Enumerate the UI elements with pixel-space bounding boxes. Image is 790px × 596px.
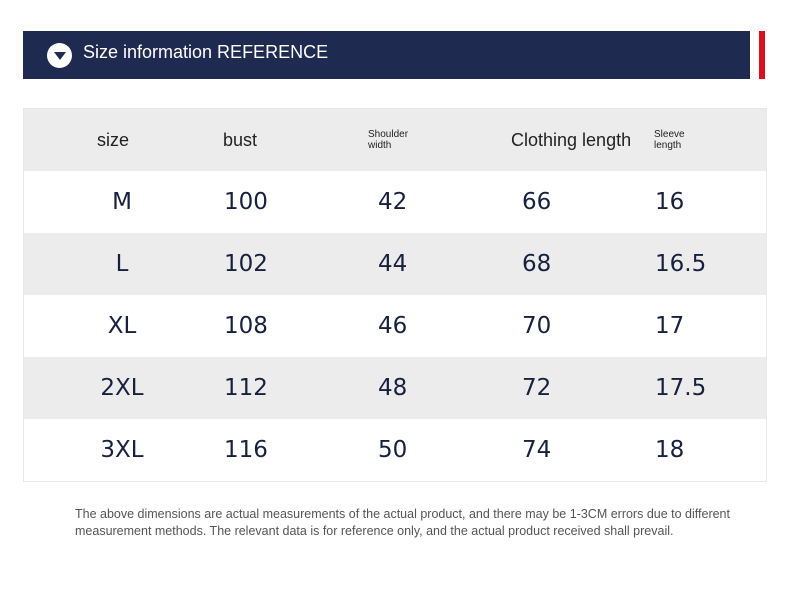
cell-clothing-length: 66 xyxy=(522,189,552,215)
cell-size: M xyxy=(112,189,132,215)
cell-bust: 116 xyxy=(224,437,268,463)
cell-clothing-length: 72 xyxy=(522,375,552,401)
table-header-row: size bust Shoulder width Clothing length… xyxy=(24,109,766,171)
table-row: M 100 42 66 16 xyxy=(24,171,766,233)
header-bar: Size information REFERENCE xyxy=(23,31,750,79)
cell-clothing-length: 74 xyxy=(522,437,552,463)
column-header-shoulder-width: Shoulder width xyxy=(368,129,409,151)
table-row: L 102 44 68 16.5 xyxy=(24,233,766,295)
cell-clothing-length: 68 xyxy=(522,251,552,277)
column-header-size: size xyxy=(97,129,130,150)
cell-shoulder-width: 48 xyxy=(378,375,408,401)
cell-size: XL xyxy=(107,313,137,339)
size-table: size bust Shoulder width Clothing length… xyxy=(23,108,767,482)
column-header-bust: bust xyxy=(223,129,258,150)
column-header-sleeve-length: Sleeve length xyxy=(654,129,685,151)
cell-bust: 102 xyxy=(224,251,268,277)
cell-sleeve-length: 16 xyxy=(655,189,685,215)
cell-size: 3XL xyxy=(100,437,144,463)
cell-bust: 108 xyxy=(224,313,268,339)
accent-bar xyxy=(759,31,765,79)
cell-size: L xyxy=(115,251,129,277)
cell-shoulder-width: 46 xyxy=(378,313,408,339)
cell-sleeve-length: 16.5 xyxy=(655,251,707,277)
table-row: 3XL 116 50 74 18 xyxy=(24,419,766,481)
table-row: XL 108 46 70 17 xyxy=(24,295,766,357)
cell-shoulder-width: 44 xyxy=(378,251,408,277)
footnote: The above dimensions are actual measurem… xyxy=(75,507,730,538)
cell-sleeve-length: 18 xyxy=(655,437,685,463)
table-row: 2XL 112 48 72 17.5 xyxy=(24,357,766,419)
cell-shoulder-width: 42 xyxy=(378,189,408,215)
chevron-down-circle-icon xyxy=(47,43,72,68)
cell-sleeve-length: 17.5 xyxy=(655,375,707,401)
cell-sleeve-length: 17 xyxy=(655,313,685,339)
cell-shoulder-width: 50 xyxy=(378,437,408,463)
cell-bust: 100 xyxy=(224,189,268,215)
cell-bust: 112 xyxy=(224,375,268,401)
cell-size: 2XL xyxy=(100,375,144,401)
cell-clothing-length: 70 xyxy=(522,313,552,339)
header-title: Size information REFERENCE xyxy=(83,42,329,62)
column-header-clothing-length: Clothing length xyxy=(511,129,632,150)
